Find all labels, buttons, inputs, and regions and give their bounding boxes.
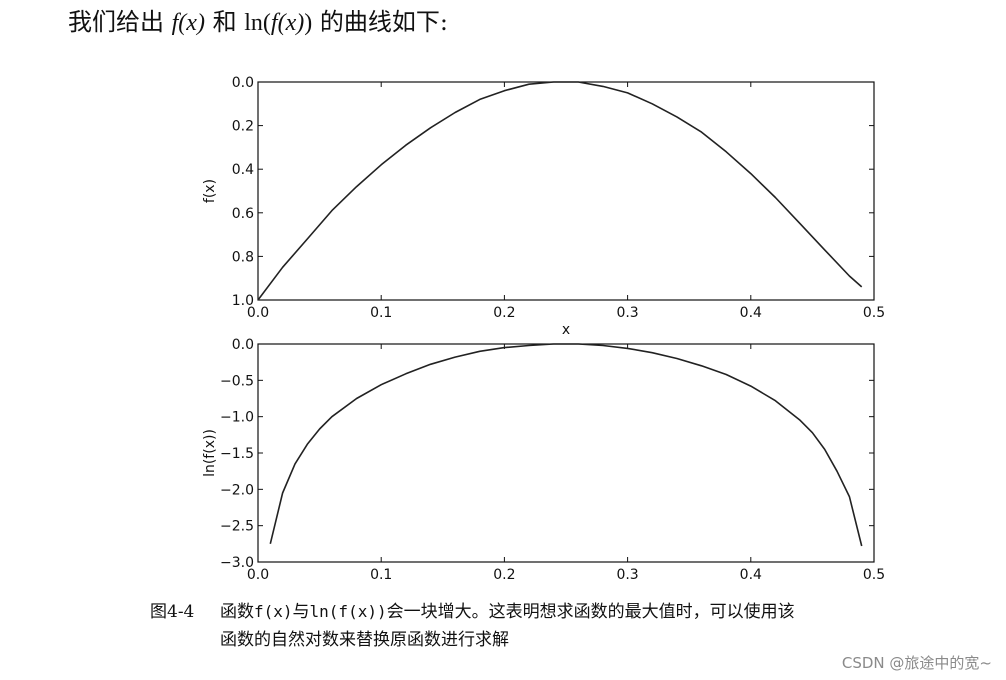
chart-1-ytick-label: 1.0 [232,293,254,309]
chart-1-ytick-label: 0.8 [232,249,254,265]
intro-prefix: 我们给出 [68,8,164,36]
chart-1-ytick-label: 0.4 [232,162,254,178]
chart-2-ytick-label: −1.5 [220,446,254,462]
chart-2-series-line [269,343,863,547]
chart-1-xtick-label: 0.1 [370,305,392,321]
intro-ln: ln( [244,10,271,36]
watermark: CSDN @旅途中的宽~ [841,654,992,672]
chart-2-ytick-label: −0.5 [220,373,254,389]
chart-2-xtick-label: 0.2 [493,567,515,583]
intro-close: ) [304,10,313,36]
intro-fx: f(x) [171,10,205,36]
chart-2-xtick-label: 0.4 [740,567,762,583]
intro-text: 我们给出 f(x) 和 ln(f(x)) 的曲线如下: [68,2,448,37]
chart-1-xlabel: x [562,322,570,338]
chart-2-xtick-label: 0.0 [247,567,269,583]
figure-caption: 图4-4 函数f(x)与ln(f(x))会一块增大。这表明想求函数的最大值时，可以… [150,598,795,654]
chart-1-series-line [257,81,863,301]
caption-part-2: 与 [292,602,310,622]
chart-1-xtick-label: 0.5 [863,305,885,321]
chart-2-frame [257,343,875,563]
chart-2-ytick-label: −2.5 [220,519,254,535]
chart-2-ytick-label: −2.0 [220,482,254,498]
chart-1-xtick-label: 0.4 [740,305,762,321]
caption-line-1: 图4-4 函数f(x)与ln(f(x))会一块增大。这表明想求函数的最大值时，可以… [150,598,795,626]
chart-2-xtick-label: 0.1 [370,567,392,583]
chart-2-ylabel: ln(f(x)) [202,429,218,477]
chart-2-ytick-label: 0.0 [232,337,254,353]
chart-1-xtick-label: 0.2 [493,305,515,321]
chart-2-ytick-label: −3.0 [220,555,254,571]
intro-suffix: 的曲线如下: [319,8,448,36]
figure-number: 图4-4 [150,602,195,622]
chart-1-ytick-label: 0.2 [232,119,254,135]
chart-2-xtick-label: 0.3 [616,567,638,583]
intro-fx-inner: f(x) [270,10,305,36]
caption-part-1: 函数 [220,602,254,622]
caption-code-fx: f(x) [254,602,293,621]
chart-1-xtick-label: 0.3 [616,305,638,321]
chart-2-ytick-label: −1.0 [220,410,254,426]
chart-1-xtick-label: 0.0 [247,305,269,321]
caption-code-lnfx: ln(f(x)) [309,602,387,621]
charts-figure: 0.0 0.1 0.2 0.3 0.4 0.5 0.0 0.2 0.4 0.6 0.8 1.0 x f(x… [202,75,885,583]
chart-1-ytick-label: 0.6 [232,206,254,222]
caption-line-2: 函数的自然对数来替换原函数进行求解 [220,630,509,650]
chart-2-xtick-label: 0.5 [863,567,885,583]
chart-1-ylabel: f(x) [202,179,218,203]
caption-part-3: 会一块增大。这表明想求函数的最大值时，可以使用该 [386,602,795,622]
intro-and: 和 [212,8,237,36]
chart-1-ytick-label: 0.0 [232,75,254,91]
chart-1-frame [257,81,875,301]
